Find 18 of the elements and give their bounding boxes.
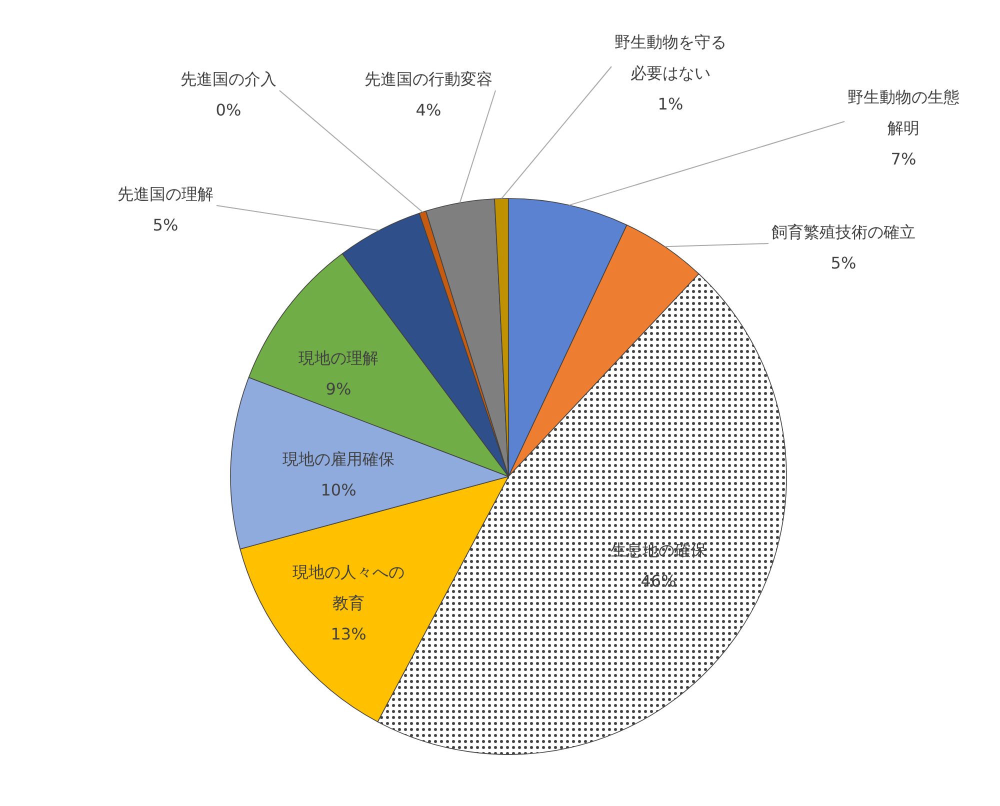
data-label: 10%	[320, 480, 356, 500]
data-label: 9%	[326, 379, 352, 398]
slice-label: 野生動物を守る必要はない	[614, 32, 726, 82]
data-label: 5%	[152, 215, 178, 234]
slice-label: 飼育繁殖技術の確立	[772, 222, 916, 242]
slice-label: 先進国の行動変容	[364, 70, 492, 88]
data-label: 1%	[658, 94, 684, 114]
slice-label: 先進国の理解	[118, 184, 214, 204]
data-label: 0%	[216, 100, 242, 120]
slice-label: 現地の人々への教育	[292, 562, 404, 612]
data-label: 7%	[890, 149, 916, 168]
slice-label: 先進国の介入	[180, 70, 276, 88]
data-label: 5%	[830, 253, 856, 272]
data-label: 13%	[330, 624, 366, 644]
slice-label: 野生動物の生態解明	[848, 88, 960, 138]
slice-label: 現地の雇用確保	[282, 450, 394, 468]
data-label: 4%	[416, 100, 442, 120]
slice-label: 現地の理解	[298, 348, 378, 368]
